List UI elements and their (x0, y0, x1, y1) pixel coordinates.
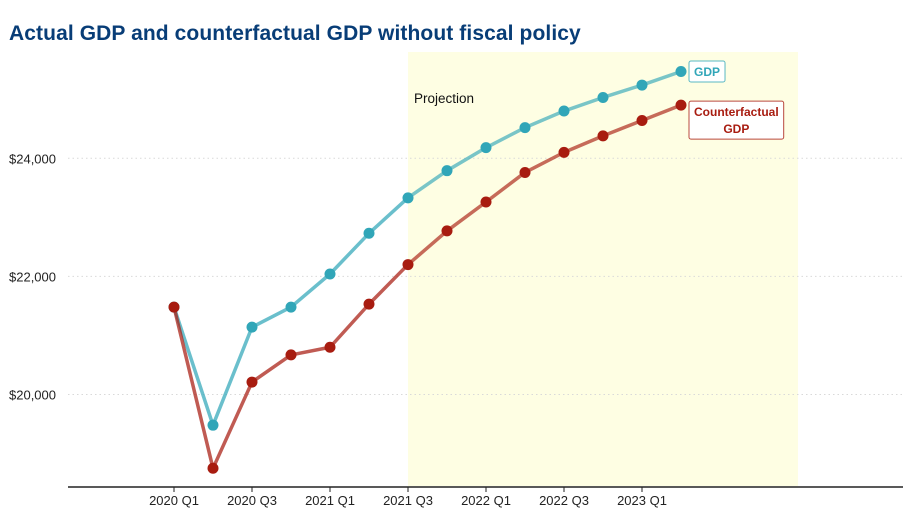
chart-title: Actual GDP and counterfactual GDP withou… (9, 22, 581, 45)
counterfactual-gdp-label-text: Counterfactual (694, 105, 779, 119)
gdp-point (402, 192, 414, 204)
counterfactual-gdp-point (285, 349, 297, 361)
x-tick-label: 2020 Q1 (149, 493, 199, 508)
x-tick-label: 2021 Q3 (383, 493, 433, 508)
y-tick-label: $24,000 (9, 151, 56, 166)
x-tick-label: 2021 Q1 (305, 493, 355, 508)
y-axis: $20,000 $22,000 $24,000 (9, 151, 56, 402)
counterfactual-gdp-point (402, 259, 414, 271)
counterfactual-gdp-point (207, 462, 219, 474)
x-tick-label: 2022 Q1 (461, 493, 511, 508)
counterfactual-gdp-end-label: Counterfactual GDP (688, 100, 785, 140)
counterfactual-gdp-label-box (688, 100, 785, 140)
gdp-point (207, 419, 219, 431)
gdp-point (324, 268, 336, 280)
counterfactual-gdp-line-historical (172, 262, 410, 471)
gdp-point (441, 165, 453, 177)
counterfactual-gdp-point (675, 99, 687, 111)
gdp-point (480, 142, 492, 154)
counterfactual-gdp-point (324, 341, 336, 353)
gdp-line-projection (406, 69, 683, 200)
projection-label: Projection (414, 91, 474, 106)
counterfactual-gdp-point (363, 298, 375, 310)
gdp-label-box (688, 60, 726, 83)
counterfactual-gdp-point (441, 225, 453, 237)
counterfactual-gdp-point (558, 146, 570, 158)
x-tick-label: 2020 Q3 (227, 493, 277, 508)
counterfactual-gdp-point (636, 114, 648, 126)
counterfactual-gdp-point (246, 376, 258, 388)
gdp-point (363, 227, 375, 239)
gdp-point (597, 91, 609, 103)
y-tick-label: $22,000 (9, 269, 56, 284)
y-tick-label: $20,000 (9, 387, 56, 402)
counterfactual-gdp-point (168, 301, 180, 313)
x-axis: 2020 Q1 2020 Q3 2021 Q1 2021 Q3 2022 Q1 2022 … (68, 486, 903, 508)
gdp-point (558, 105, 570, 117)
series-points (168, 65, 687, 474)
gdp-point (519, 122, 531, 134)
counterfactual-gdp-point (597, 130, 609, 142)
gdp-end-label: GDP (688, 60, 726, 83)
counterfactual-gdp-point (480, 196, 492, 208)
counterfactual-gdp-point (519, 166, 531, 178)
gdp-point (675, 65, 687, 77)
gdp-point (636, 79, 648, 91)
gdp-label-text: GDP (694, 65, 720, 79)
x-tick-label: 2022 Q3 (539, 493, 589, 508)
counterfactual-gdp-label-text: GDP (723, 122, 749, 136)
gdp-point (285, 301, 297, 313)
x-tick-label: 2023 Q1 (617, 493, 667, 508)
gdp-point (246, 321, 258, 333)
counterfactual-gdp-line-projection (406, 103, 683, 267)
series-labels: GDP Counterfactual GDP (688, 60, 785, 140)
